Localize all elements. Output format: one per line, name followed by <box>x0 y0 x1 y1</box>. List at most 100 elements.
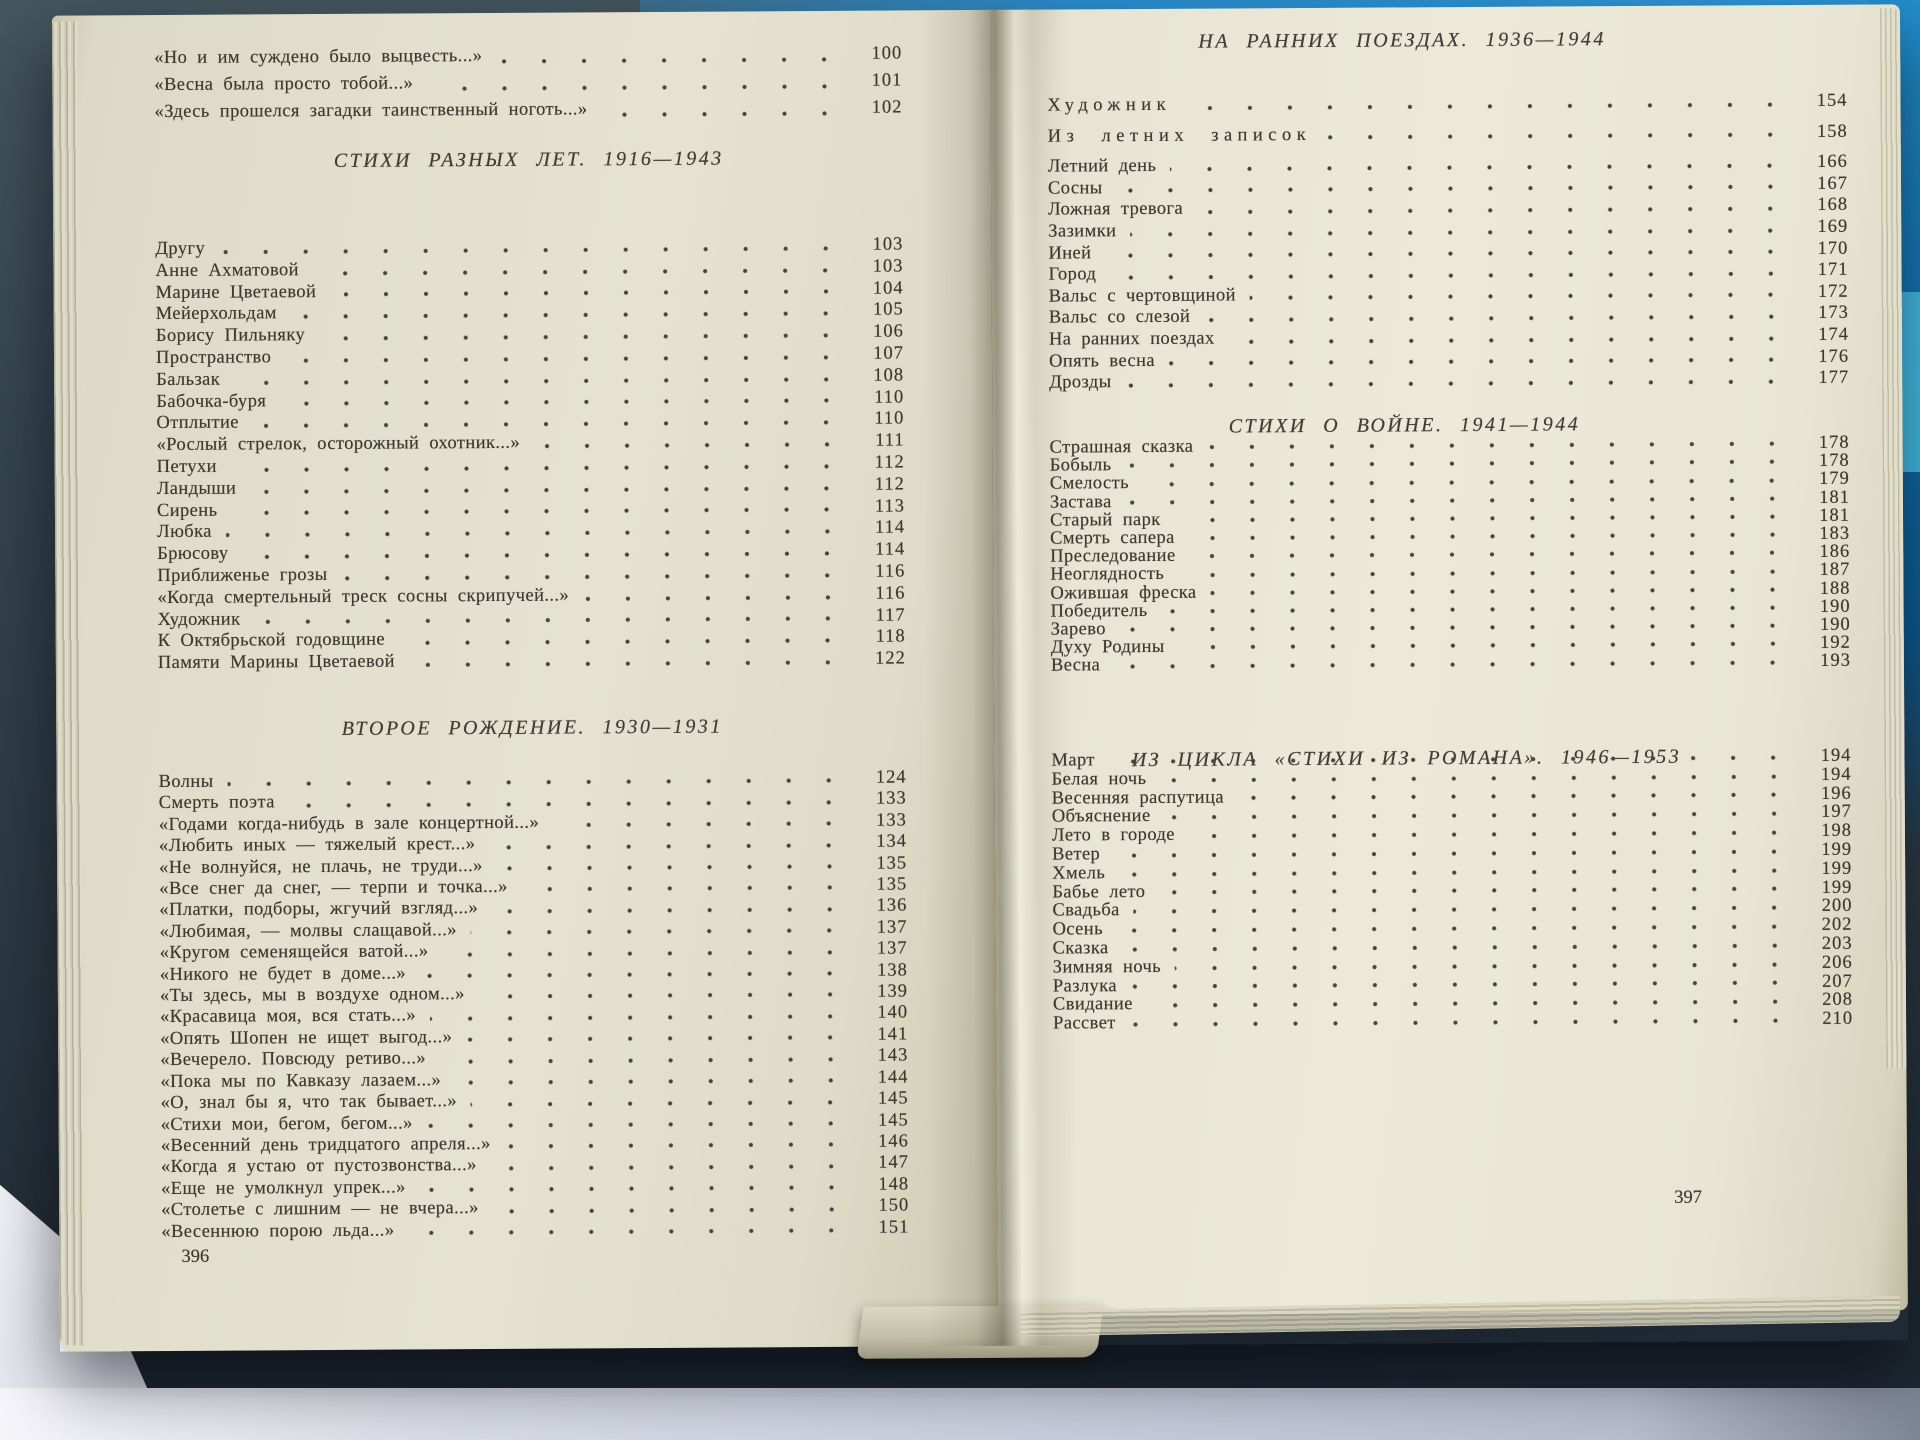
toc-entry-title: «Платки, подборы, жгучий взгляд...» <box>159 898 479 921</box>
toc-entry-page-number: 198 <box>1821 820 1853 842</box>
toc-entry-page-number: 193 <box>1820 651 1851 672</box>
toc-entry-page-number: 173 <box>1817 303 1849 324</box>
toc-entry-title: Мейерхольдам <box>155 303 277 325</box>
toc-entry-title: Март <box>1051 750 1095 771</box>
toc-entry-page-number: 167 <box>1817 173 1849 194</box>
dot-leader <box>341 561 848 587</box>
toc-entry-page-number: 199 <box>1821 858 1853 879</box>
toc-entry-title: Город <box>1048 264 1097 285</box>
toc-entry-title: Петухи <box>156 456 217 477</box>
dot-leader <box>455 1067 851 1092</box>
toc-entry-row: Памяти Марины Цветаевой 122 <box>158 649 906 675</box>
dot-leader <box>583 583 848 607</box>
toc-entry-title: Лето в городе <box>1051 825 1175 846</box>
section-header: ВТОРОЕ РОЖДЕНИЕ. 1930—1931 <box>341 715 723 740</box>
toc-entry-page-number: 112 <box>874 474 905 495</box>
toc-entry-page-number: 139 <box>877 981 908 1002</box>
toc-entry-page-number: 143 <box>877 1045 909 1066</box>
toc-entry-title: «Еще не умолкнул упрек...» <box>161 1177 406 1199</box>
dot-leader <box>553 810 849 834</box>
toc-entry-title: Белая ночь <box>1051 768 1147 790</box>
toc-entry-page-number: 154 <box>1816 90 1848 111</box>
toc-entry-page-number: 158 <box>1816 121 1848 142</box>
toc-entry-title: Из летних записок <box>1047 124 1312 147</box>
toc-entry-page-number: 199 <box>1821 877 1853 898</box>
toc-entry-page-number: 148 <box>878 1174 910 1195</box>
toc-entry-title: «Здесь прошелся загадки таинственный ног… <box>154 99 588 123</box>
dot-leader <box>521 874 850 899</box>
dot-leader <box>489 832 850 856</box>
toc-entry-title: Зазимки <box>1048 221 1117 242</box>
dot-leader <box>496 40 845 70</box>
toc-entry-list: Страшная сказка 178 Бобыль 178 Смелость 179 За… <box>1049 433 1851 676</box>
toc-entry-title: Хмель <box>1052 863 1106 884</box>
dot-leader <box>408 648 848 674</box>
dot-leader <box>470 1088 851 1113</box>
dot-leader <box>1114 652 1793 675</box>
toc-entry-title: Неоглядность <box>1050 564 1165 585</box>
toc-entry-page-number: 110 <box>874 408 905 430</box>
toc-entry-title: Зимняя ночь <box>1052 956 1162 978</box>
toc-entry-page-number: 105 <box>872 299 904 321</box>
toc-entry-page-number: 172 <box>1817 281 1849 302</box>
toc-entry-row: Весна 193 <box>1051 651 1851 676</box>
toc-entry-title: Художник <box>157 609 241 630</box>
toc-entry-title: Анне Ахматовой <box>155 259 299 281</box>
toc-entry-page-number: 145 <box>877 1109 909 1131</box>
toc-entry-page-number: 147 <box>878 1152 910 1173</box>
toc-entry-title: «Весеннюю порою льда...» <box>161 1220 395 1242</box>
toc-entry-title: «Не волнуйся, не плачь, не труди...» <box>159 855 483 878</box>
toc-entry-title: Ландыши <box>156 478 237 499</box>
toc-entry-page-number: 133 <box>876 810 907 831</box>
book-spread: «Но и им суждено было выцвесть...» 100 «Ве… <box>51 4 1908 1359</box>
toc-entry-title: Марине Цветаевой <box>155 281 317 303</box>
toc-entry-page-number: 187 <box>1819 560 1851 581</box>
dot-leader <box>1125 368 1792 394</box>
toc-entry-page-number: 207 <box>1822 971 1853 992</box>
toc-entry-title: Другу <box>155 238 206 260</box>
dot-leader <box>330 278 846 304</box>
toc-entry-page-number: 210 <box>1822 1008 1854 1030</box>
toc-entry-title: Осень <box>1052 919 1103 940</box>
toc-entry-title: «Пока мы по Кавказу лазаем...» <box>160 1069 442 1092</box>
toc-entry-page-number: 106 <box>873 321 904 342</box>
dot-leader <box>466 1024 851 1049</box>
toc-entry-page-number: 114 <box>874 517 906 538</box>
toc-entry-page-number: 110 <box>874 387 905 408</box>
toc-entry-page-number: 103 <box>872 256 904 277</box>
toc-entry-title: «Красавица моя, вся стать...» <box>159 1005 417 1028</box>
section-header: НА РАННИХ ПОЕЗДАХ. 1936—1944 <box>1198 28 1606 53</box>
toc-entry-title: Любка <box>157 522 212 543</box>
toc-entry-title: Застава <box>1049 491 1112 513</box>
toc-entry-page-number: 133 <box>875 788 907 810</box>
toc-entry-title: Бобыль <box>1049 455 1112 476</box>
toc-entry-page-number: 190 <box>1819 614 1851 635</box>
toc-entry-title: Борису Пильняку <box>155 325 306 347</box>
toc-entry-title: Смелость <box>1049 473 1130 494</box>
toc-entry-page-number: 190 <box>1819 596 1851 617</box>
toc-entry-title: Отплытие <box>156 412 239 434</box>
toc-entry-title: «Когда я устаю от пустозвонства...» <box>160 1155 477 1178</box>
toc-entry-page-number: 141 <box>877 1024 909 1045</box>
toc-entry-page-number: 208 <box>1822 990 1854 1011</box>
toc-entry-row: «Здесь прошелся загадки таинственный ног… <box>154 94 903 126</box>
toc-entry-title: Бабье лето <box>1052 881 1146 903</box>
dot-leader <box>504 1131 851 1156</box>
toc-entry-page-number: 166 <box>1817 151 1848 173</box>
dot-leader <box>408 1217 852 1242</box>
toc-entry-page-number: 135 <box>876 853 908 874</box>
toc-entry-page-number: 100 <box>871 43 903 64</box>
toc-entry-title: Летний день <box>1047 156 1157 177</box>
toc-entry-page-number: 107 <box>873 343 905 364</box>
toc-entry-page-number: 146 <box>878 1131 909 1152</box>
toc-entry-title: «Стихи мои, бегом, бегом...» <box>160 1112 413 1135</box>
toc-entry-title: Смерть сапера <box>1050 527 1175 549</box>
toc-entry-page-number: 168 <box>1817 195 1849 216</box>
toc-entry-page-number: 176 <box>1818 346 1850 367</box>
toc-entry-title: «Вечерело. Повсюду ретиво...» <box>160 1048 427 1071</box>
toc-entry-title: Вальс со слезой <box>1048 307 1191 328</box>
toc-entry-page-number: 196 <box>1820 783 1852 804</box>
toc-entry-page-number: 202 <box>1821 914 1853 936</box>
toc-entry-list: Художник 154 Из летних записок 158 Летний де… <box>1047 91 1849 395</box>
